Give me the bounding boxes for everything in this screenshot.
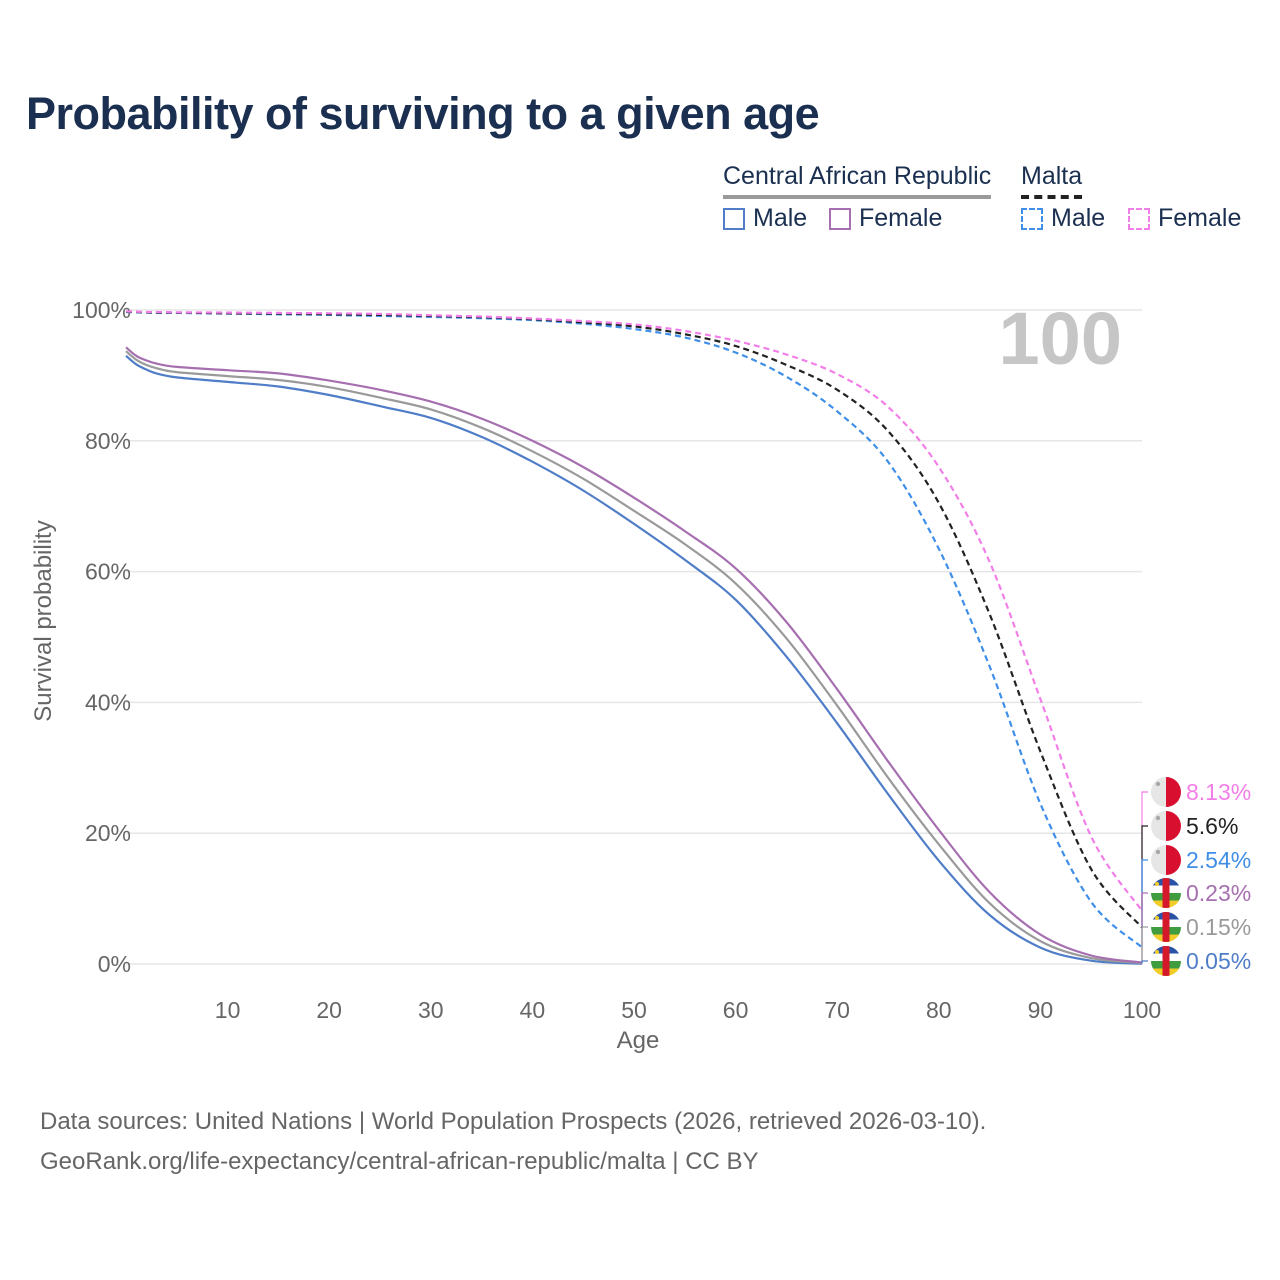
x-tick-label: 60 (723, 997, 749, 1023)
legend-malta-male-swatch (1021, 207, 1043, 230)
malta-flag-icon (1151, 811, 1181, 841)
data-source-line: Data sources: United Nations | World Pop… (40, 1108, 987, 1135)
chart-title: Probability of surviving to a given age (26, 88, 820, 139)
end-label-connector (1141, 960, 1148, 964)
legend-car-female-label: Female (859, 204, 943, 232)
car-flag-icon (1151, 912, 1181, 942)
series-lines (125, 310, 1143, 965)
legend-car-male-swatch (723, 207, 745, 230)
y-axis-ticks: 0% 20% 40% 60% 80% 100% (72, 297, 131, 977)
y-tick-label: 20% (85, 820, 131, 846)
end-label-connector (1141, 859, 1148, 948)
x-tick-label: 100 (1123, 997, 1161, 1023)
legend-car-female[interactable]: Female (829, 204, 942, 233)
legend-malta-male[interactable]: Male (1021, 204, 1105, 233)
legend-malta-female-label: Female (1158, 204, 1242, 232)
x-tick-label: 90 (1028, 997, 1054, 1023)
legend-malta-female-swatch (1128, 207, 1150, 230)
x-tick-label: 80 (926, 997, 952, 1023)
x-axis-ticks: 10 20 30 40 50 60 70 80 90 100 (215, 997, 1161, 1023)
x-axis-label: Age (617, 1027, 660, 1054)
y-tick-label: 0% (98, 951, 131, 977)
y-tick-label: 80% (85, 428, 131, 454)
series-line-malta-total[interactable] (125, 310, 1143, 929)
legend-country-central-african-republic: Central African Republic (723, 162, 992, 199)
x-tick-label: 30 (418, 997, 444, 1023)
end-value-label: 0.23% (1186, 880, 1251, 906)
series-line-malta-male[interactable] (125, 310, 1143, 949)
legend-malta-female[interactable]: Female (1128, 204, 1241, 233)
end-value-label: 2.54% (1186, 847, 1251, 873)
end-value-label: 0.05% (1186, 948, 1251, 974)
series-line-central-african-republic-male[interactable] (125, 354, 1143, 965)
car-flag-icon (1151, 878, 1181, 908)
y-axis-label: Survival probability (30, 520, 57, 721)
end-value-label: 5.6% (1186, 813, 1238, 839)
series-line-malta-female[interactable] (125, 310, 1143, 912)
x-tick-label: 10 (215, 997, 241, 1023)
x-tick-label: 50 (621, 997, 647, 1023)
legend-car-male[interactable]: Male (723, 204, 807, 233)
series-line-central-african-republic-female[interactable] (125, 346, 1143, 964)
legend-car-female-swatch (829, 207, 851, 230)
legend-car-male-label: Male (753, 204, 808, 232)
big-age-label: 100 (998, 297, 1122, 380)
source-url-line[interactable]: GeoRank.org/life-expectancy/central-afri… (40, 1148, 759, 1175)
x-tick-label: 70 (824, 997, 850, 1023)
grid-lines (126, 309, 1142, 965)
car-flag-icon (1151, 946, 1181, 976)
y-tick-label: 40% (85, 689, 131, 715)
x-tick-label: 20 (316, 997, 342, 1023)
survival-chart: 0% 20% 40% 60% 80% 100% 10 20 30 40 50 60 70 80 90 100… (30, 297, 1251, 1054)
y-tick-label: 60% (85, 559, 131, 585)
y-tick-label: 100% (72, 297, 131, 323)
series-line-central-african-republic-total[interactable] (125, 350, 1143, 965)
malta-flag-icon (1151, 777, 1181, 807)
malta-flag-icon (1151, 845, 1181, 875)
end-label-connector (1141, 926, 1148, 963)
end-label-connector (1141, 892, 1148, 963)
x-tick-label: 40 (520, 997, 546, 1023)
end-labels: 8.13% 5.6% 2.54% 0.23% 0.15% 0.05% (1141, 777, 1251, 976)
legend-malta-male-label: Male (1051, 204, 1106, 232)
legend-country-malta: Malta (1021, 162, 1083, 199)
end-value-label: 8.13% (1186, 779, 1251, 805)
end-value-label: 0.15% (1186, 914, 1251, 940)
end-label-connector (1141, 825, 1148, 928)
